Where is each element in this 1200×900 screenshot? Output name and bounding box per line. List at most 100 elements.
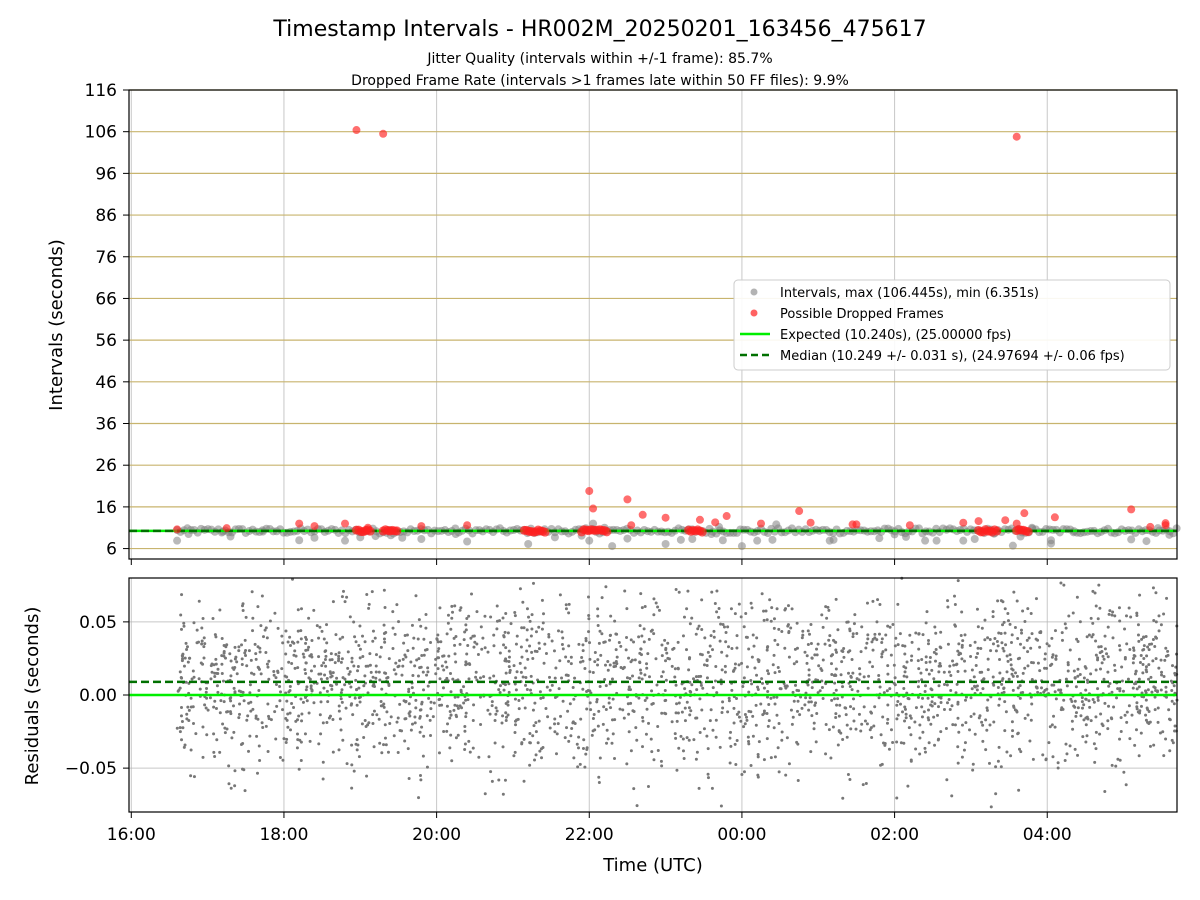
- residual-point: [971, 768, 975, 772]
- residual-point: [1100, 650, 1104, 654]
- residual-point: [950, 794, 954, 798]
- residual-point: [1013, 625, 1017, 629]
- residual-point: [591, 729, 595, 733]
- residual-point: [238, 712, 242, 716]
- residual-point: [607, 701, 611, 705]
- residual-point: [552, 649, 556, 653]
- residual-point: [513, 682, 517, 686]
- residual-point: [272, 673, 276, 677]
- interval-point: [398, 533, 407, 542]
- residual-point: [1142, 635, 1146, 639]
- residual-point: [591, 717, 595, 721]
- residual-point: [937, 695, 941, 699]
- residual-point: [520, 655, 524, 659]
- residual-point: [1133, 743, 1137, 747]
- residual-point: [449, 627, 453, 631]
- residual-point: [425, 714, 429, 718]
- residual-point: [339, 660, 343, 664]
- residual-point: [892, 663, 896, 667]
- residual-point: [720, 710, 724, 714]
- residual-point: [625, 607, 629, 611]
- residual-point: [233, 784, 237, 788]
- residual-point: [206, 708, 210, 712]
- residual-point: [483, 614, 487, 618]
- residual-point: [258, 650, 262, 654]
- residual-point: [876, 598, 880, 602]
- residual-point: [318, 691, 322, 695]
- residual-point: [495, 604, 499, 608]
- residual-point: [455, 704, 459, 708]
- residual-point: [956, 761, 960, 765]
- residual-point: [745, 665, 749, 669]
- residual-point: [787, 655, 791, 659]
- residual-point: [1001, 623, 1005, 627]
- residual-point: [1142, 657, 1146, 661]
- residual-point: [1052, 683, 1056, 687]
- residual-point: [467, 662, 471, 666]
- residual-point: [539, 696, 543, 700]
- residual-point: [553, 676, 557, 680]
- residual-point: [870, 640, 874, 644]
- residual-point: [700, 653, 704, 657]
- residual-point: [994, 792, 998, 796]
- legend-median-label: Median (10.249 +/- 0.031 s), (24.97694 +…: [780, 349, 1125, 364]
- residual-point: [968, 643, 972, 647]
- residual-point: [930, 704, 934, 708]
- residual-point: [1105, 652, 1109, 656]
- residual-point: [466, 698, 470, 702]
- residual-point: [1043, 652, 1047, 656]
- residual-point: [228, 652, 232, 656]
- residual-point: [829, 662, 833, 666]
- residual-point: [632, 640, 636, 644]
- residual-point: [932, 715, 936, 719]
- residual-point: [293, 649, 297, 653]
- residual-point: [329, 652, 333, 656]
- residual-point: [1064, 626, 1068, 630]
- residual-point: [776, 643, 780, 647]
- residual-point: [764, 609, 768, 613]
- residual-point: [581, 659, 585, 663]
- residual-point: [266, 750, 270, 754]
- residual-point: [465, 662, 469, 666]
- residual-point: [997, 745, 1001, 749]
- residual-point: [1171, 741, 1175, 745]
- dropped-frame-point: [1127, 505, 1136, 514]
- residual-point: [637, 676, 641, 680]
- residual-point: [442, 730, 446, 734]
- residual-point: [418, 730, 422, 734]
- residual-point: [372, 709, 376, 713]
- residual-point: [394, 672, 398, 676]
- residual-point: [250, 671, 254, 675]
- residual-point: [896, 643, 900, 647]
- residual-point: [502, 643, 506, 647]
- residual-point: [1157, 666, 1161, 670]
- residual-point: [860, 625, 864, 629]
- residual-point: [264, 724, 268, 728]
- residual-point: [266, 702, 270, 706]
- interval-point: [737, 542, 746, 551]
- residual-point: [347, 672, 351, 676]
- residual-point: [674, 736, 678, 740]
- residual-point: [783, 608, 787, 612]
- residual-point: [304, 672, 308, 676]
- residual-point: [629, 749, 633, 753]
- residual-point: [815, 711, 819, 715]
- residual-point: [201, 725, 205, 729]
- residual-point: [865, 601, 869, 605]
- residual-point: [715, 691, 719, 695]
- residual-point: [1125, 710, 1129, 714]
- residual-point: [353, 635, 357, 639]
- residual-point: [259, 672, 263, 676]
- residual-point: [934, 659, 938, 663]
- residual-point: [815, 653, 819, 657]
- residual-point: [1084, 697, 1088, 701]
- dropped-frame-point: [1161, 519, 1170, 528]
- residual-point: [621, 708, 625, 712]
- residual-point: [614, 660, 618, 664]
- residual-point: [475, 642, 479, 646]
- residual-point: [841, 685, 845, 689]
- residual-point: [387, 657, 391, 661]
- interval-point: [768, 535, 777, 544]
- residual-point: [681, 737, 685, 741]
- residual-point: [956, 649, 960, 653]
